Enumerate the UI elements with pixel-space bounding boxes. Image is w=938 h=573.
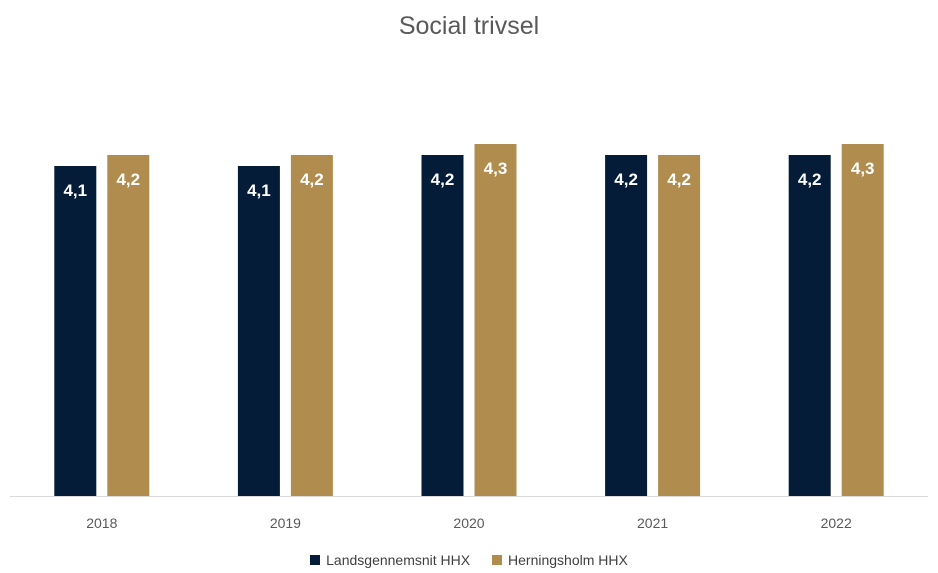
bar-2019-series-1 <box>237 166 280 496</box>
bar-2018-series-2 <box>107 155 150 496</box>
legend-swatch-series-1 <box>310 555 321 565</box>
legend-item-series-1: Landsgennemsnit HHX <box>310 552 470 568</box>
legend-swatch-series-2 <box>492 555 503 565</box>
x-tick-label-2020: 2020 <box>453 515 484 531</box>
data-label-2020-series-1: 4,2 <box>431 170 455 189</box>
x-tick-label-2022: 2022 <box>821 515 852 531</box>
bar-2021-series-2 <box>658 155 701 496</box>
x-tick-label-2019: 2019 <box>270 515 301 531</box>
bar-2020-series-1 <box>421 155 464 496</box>
data-label-2020-series-2: 4,3 <box>484 159 508 178</box>
legend-label-series-2: Herningsholm HHX <box>508 552 628 568</box>
bar-2022-series-2 <box>841 144 884 496</box>
bar-2021-series-1 <box>605 155 648 496</box>
data-label-2019-series-1: 4,1 <box>247 181 271 200</box>
data-label-2019-series-2: 4,2 <box>300 170 324 189</box>
data-label-2022-series-1: 4,2 <box>798 170 822 189</box>
chart-title: Social trivsel <box>398 12 540 40</box>
bar-2018-series-1 <box>54 166 97 496</box>
bar-2019-series-2 <box>290 155 333 496</box>
bar-2022-series-1 <box>788 155 831 496</box>
data-label-2018-series-1: 4,1 <box>63 181 87 200</box>
data-label-2022-series-2: 4,3 <box>851 159 875 178</box>
data-label-2021-series-1: 4,2 <box>614 170 638 189</box>
bar-2020-series-2 <box>474 144 517 496</box>
x-tick-label-2018: 2018 <box>86 515 117 531</box>
x-tick-label-2021: 2021 <box>637 515 668 531</box>
legend: Landsgennemsnit HHX Herningsholm HHX <box>0 552 938 568</box>
data-label-2021-series-2: 4,2 <box>667 170 691 189</box>
legend-item-series-2: Herningsholm HHX <box>492 552 628 568</box>
data-label-2018-series-2: 4,2 <box>116 170 140 189</box>
legend-label-series-1: Landsgennemsnit HHX <box>326 552 471 568</box>
